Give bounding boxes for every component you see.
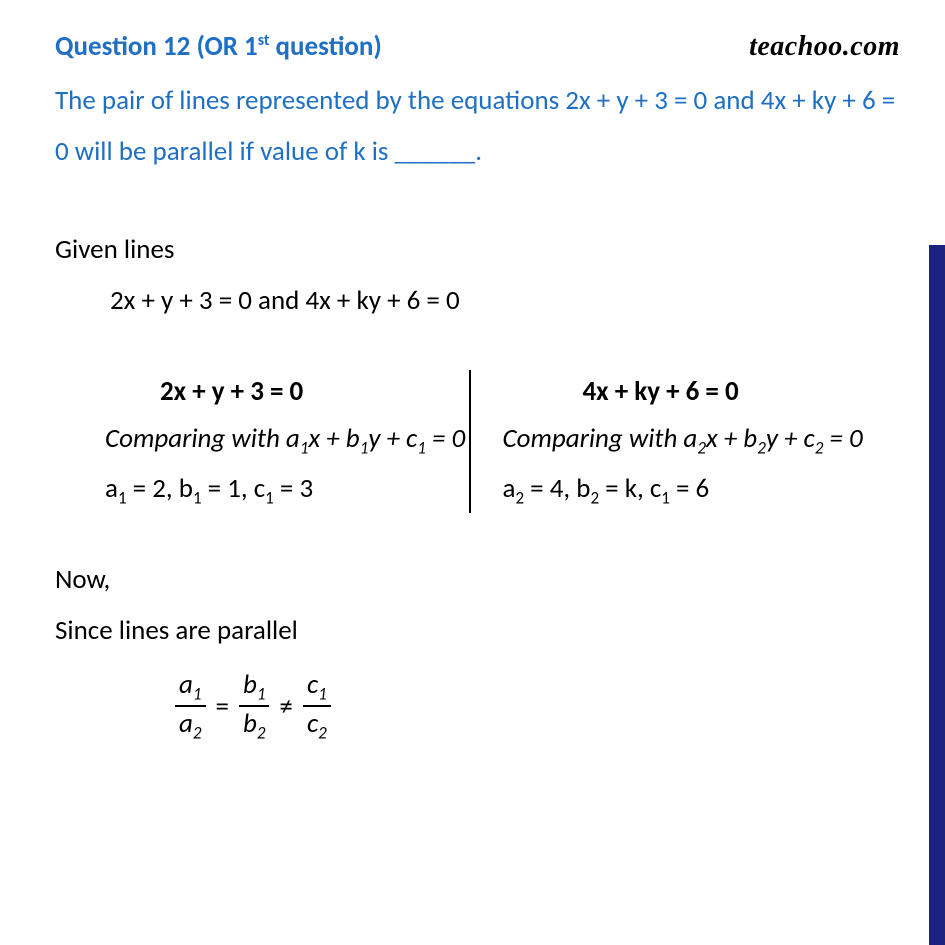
right-sidebar-accent xyxy=(929,245,945,945)
right-c-val: = 6 xyxy=(670,472,709,505)
since-label: Since lines are parallel xyxy=(55,614,900,647)
right-comp-mid2: y + c xyxy=(766,422,815,455)
left-b-val: = 1, c xyxy=(202,472,266,505)
frac-b-num: b1 xyxy=(239,669,270,707)
left-c-sub: 1 xyxy=(265,487,274,508)
frac-c-den: c2 xyxy=(303,707,331,743)
compare-left-column: 2x + y + 3 = 0 Comparing with a1x + b1y … xyxy=(55,375,478,509)
compare-right-column: 4x + ky + 6 = 0 Comparing with a2x + b2y… xyxy=(478,375,901,509)
given-label: Given lines xyxy=(55,233,900,266)
left-a-label: a xyxy=(105,472,118,505)
frac-a-den: a2 xyxy=(175,707,206,743)
right-a-sub: 2 xyxy=(515,487,524,508)
left-comp-prefix: Comparing with a xyxy=(105,422,300,455)
right-a-val: = 4, b xyxy=(524,472,590,505)
question-body: The pair of lines represented by the equ… xyxy=(55,75,900,178)
frac-a: a1 a2 xyxy=(175,669,206,743)
right-a-label: a xyxy=(503,472,516,505)
right-coeffs: a2 = 4, b2 = k, c1 = 6 xyxy=(503,472,881,508)
brand-logo: teachoo.com xyxy=(749,31,900,63)
left-coeffs: a1 = 2, b1 = 1, c1 = 3 xyxy=(105,472,458,508)
left-comp-s3: 1 xyxy=(417,437,426,458)
question-label-start: Question 12 (OR 1 xyxy=(55,30,258,63)
right-comp-prefix: Comparing with a xyxy=(503,422,698,455)
frac-c: c1 c2 xyxy=(303,669,331,743)
question-label-sup: st xyxy=(258,31,270,50)
right-comp-s1: 2 xyxy=(697,437,706,458)
page-container: Question 12 (OR 1st question) teachoo.co… xyxy=(0,0,945,945)
given-equation: 2x + y + 3 = 0 and 4x + ky + 6 = 0 xyxy=(110,284,900,317)
right-comparing: Comparing with a2x + b2y + c2 = 0 xyxy=(503,422,881,458)
question-label-end: question) xyxy=(269,30,381,63)
left-b-sub: 1 xyxy=(193,487,202,508)
left-comp-mid1: x + b xyxy=(308,422,359,455)
right-c-sub: 1 xyxy=(661,487,670,508)
frac-c-num: c1 xyxy=(303,669,331,707)
neq-op: ≠ xyxy=(279,690,292,723)
right-b-sub: 2 xyxy=(590,487,599,508)
left-comp-mid2: y + c xyxy=(368,422,417,455)
header-row: Question 12 (OR 1st question) teachoo.co… xyxy=(55,30,900,63)
left-a-val: = 2, b xyxy=(127,472,193,505)
left-c-val: = 3 xyxy=(274,472,313,505)
frac-b: b1 b2 xyxy=(239,669,270,743)
frac-a-num: a1 xyxy=(175,669,206,707)
now-label: Now, xyxy=(55,563,900,596)
compare-row: 2x + y + 3 = 0 Comparing with a1x + b1y … xyxy=(55,375,900,509)
question-title: Question 12 (OR 1st question) xyxy=(55,30,382,63)
left-comp-end: = 0 xyxy=(426,422,465,455)
right-comp-s2: 2 xyxy=(757,437,766,458)
right-comp-mid1: x + b xyxy=(706,422,757,455)
left-comparing: Comparing with a1x + b1y + c1 = 0 xyxy=(105,422,458,458)
right-equation: 4x + ky + 6 = 0 xyxy=(503,375,881,408)
right-b-val: = k, c xyxy=(599,472,661,505)
fraction-row: a1 a2 = b1 b2 ≠ c1 c2 xyxy=(175,669,900,743)
right-comp-end: = 0 xyxy=(823,422,862,455)
vertical-divider xyxy=(469,370,471,514)
left-a-sub: 1 xyxy=(118,487,127,508)
equals-op: = xyxy=(216,690,229,723)
left-equation: 2x + y + 3 = 0 xyxy=(105,375,458,408)
frac-b-den: b2 xyxy=(239,707,270,743)
